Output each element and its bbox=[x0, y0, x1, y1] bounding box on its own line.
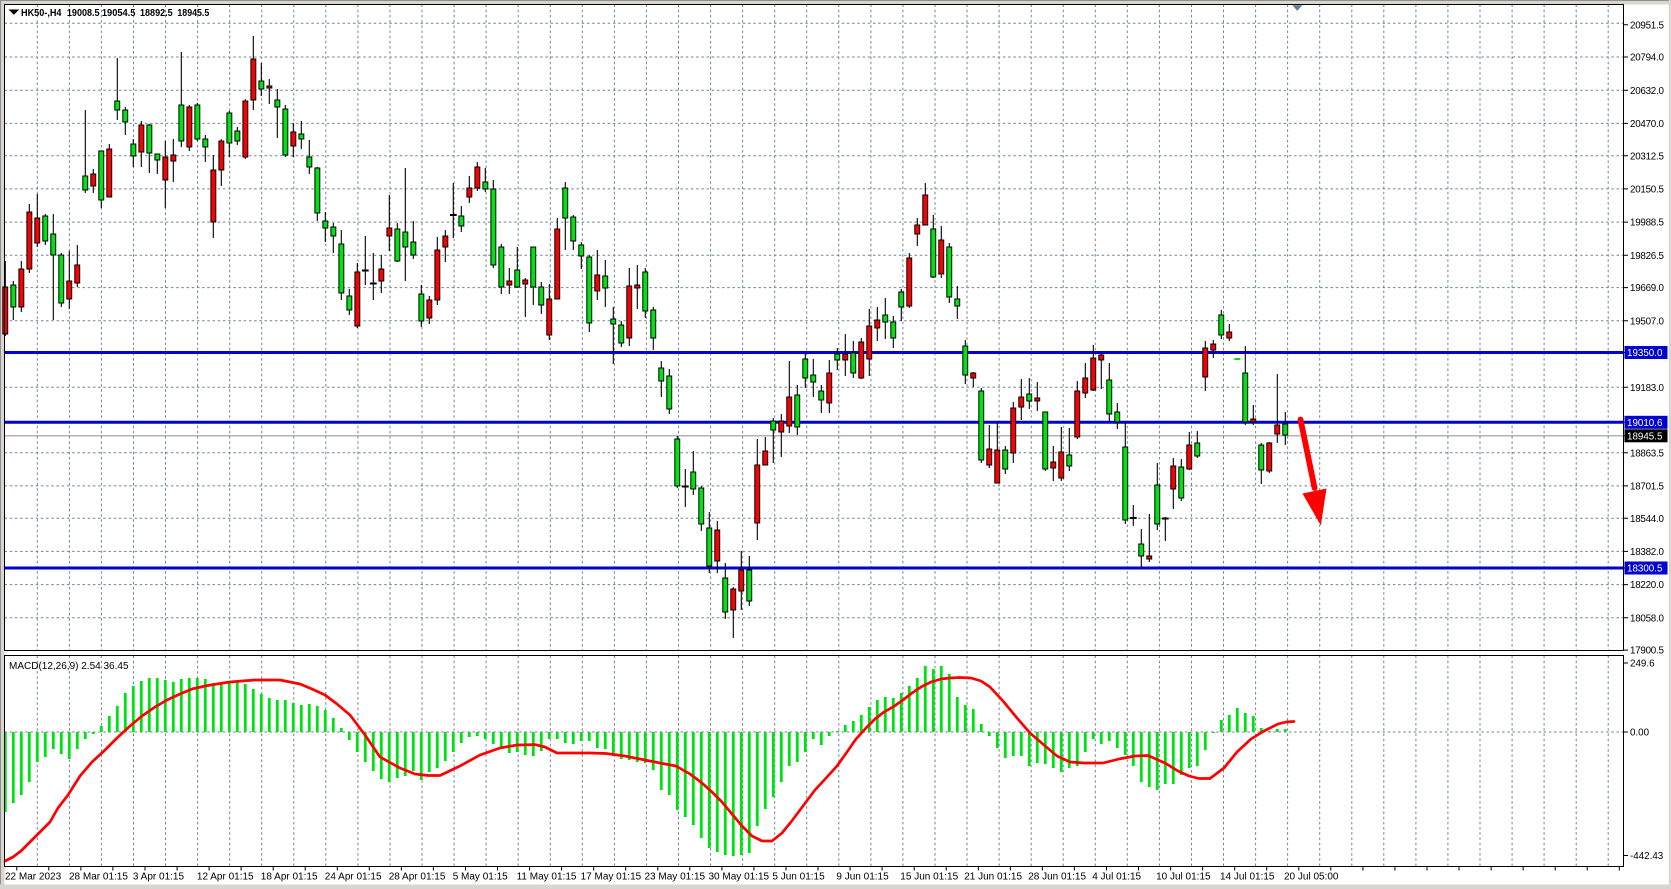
svg-text:20150.5: 20150.5 bbox=[1630, 185, 1664, 196]
svg-text:20632.0: 20632.0 bbox=[1630, 86, 1664, 97]
svg-text:19826.5: 19826.5 bbox=[1630, 251, 1664, 262]
svg-text:MACD(12,26,9) 2.54 36.45: MACD(12,26,9) 2.54 36.45 bbox=[9, 661, 129, 672]
svg-text:20312.5: 20312.5 bbox=[1630, 151, 1664, 162]
svg-text:19988.5: 19988.5 bbox=[1630, 218, 1664, 229]
svg-text:18892.5: 18892.5 bbox=[140, 7, 173, 19]
svg-text:5 Jun 01:15: 5 Jun 01:15 bbox=[772, 872, 825, 883]
svg-text:20 Jul 05:00: 20 Jul 05:00 bbox=[1284, 872, 1339, 883]
svg-text:19669.0: 19669.0 bbox=[1630, 283, 1664, 294]
svg-text:17900.5: 17900.5 bbox=[1630, 646, 1664, 657]
svg-text:18701.5: 18701.5 bbox=[1630, 482, 1664, 493]
svg-text:28 Mar 01:15: 28 Mar 01:15 bbox=[69, 872, 128, 883]
svg-text:18220.0: 18220.0 bbox=[1630, 580, 1664, 591]
svg-text:21 Jun 01:15: 21 Jun 01:15 bbox=[964, 872, 1022, 883]
svg-text:3 Apr 01:15: 3 Apr 01:15 bbox=[133, 872, 185, 883]
svg-text:28 Jun 01:15: 28 Jun 01:15 bbox=[1028, 872, 1086, 883]
svg-text:18945.5: 18945.5 bbox=[177, 7, 209, 19]
svg-text:18300.5: 18300.5 bbox=[1627, 564, 1663, 575]
svg-text:18058.0: 18058.0 bbox=[1630, 613, 1664, 624]
svg-text:9 Jun 01:15: 9 Jun 01:15 bbox=[836, 872, 889, 883]
svg-text:24 Apr 01:15: 24 Apr 01:15 bbox=[325, 872, 382, 883]
svg-text:18382.0: 18382.0 bbox=[1630, 547, 1664, 558]
svg-text:12 Apr 01:15: 12 Apr 01:15 bbox=[197, 872, 254, 883]
svg-text:10 Jul 01:15: 10 Jul 01:15 bbox=[1156, 872, 1211, 883]
svg-text:19008.5: 19008.5 bbox=[67, 7, 100, 19]
svg-text:19507.0: 19507.0 bbox=[1630, 316, 1664, 327]
svg-text:0.00: 0.00 bbox=[1630, 728, 1650, 739]
svg-text:4 Jul 01:15: 4 Jul 01:15 bbox=[1092, 872, 1141, 883]
svg-text:5 May 01:15: 5 May 01:15 bbox=[453, 872, 508, 883]
svg-text:20794.0: 20794.0 bbox=[1630, 53, 1664, 64]
svg-text:20470.0: 20470.0 bbox=[1630, 119, 1664, 130]
svg-text:17 May 01:15: 17 May 01:15 bbox=[581, 872, 642, 883]
svg-text:30 May 01:15: 30 May 01:15 bbox=[709, 872, 770, 883]
svg-text:19054.5: 19054.5 bbox=[102, 7, 136, 19]
svg-text:249.6: 249.6 bbox=[1630, 659, 1655, 670]
svg-text:18 Apr 01:15: 18 Apr 01:15 bbox=[261, 872, 318, 883]
svg-text:11 May 01:15: 11 May 01:15 bbox=[517, 872, 577, 883]
svg-text:18945.5: 18945.5 bbox=[1627, 431, 1663, 442]
svg-text:18544.0: 18544.0 bbox=[1630, 514, 1664, 525]
svg-text:-442.43: -442.43 bbox=[1630, 851, 1664, 862]
svg-text:22 Mar 2023: 22 Mar 2023 bbox=[5, 872, 62, 883]
svg-text:20951.5: 20951.5 bbox=[1630, 20, 1664, 31]
svg-text:18863.5: 18863.5 bbox=[1630, 448, 1664, 459]
svg-text:19350.0: 19350.0 bbox=[1627, 348, 1663, 359]
svg-text:19183.0: 19183.0 bbox=[1630, 383, 1664, 394]
svg-text:15 Jun 01:15: 15 Jun 01:15 bbox=[900, 872, 958, 883]
svg-text:23 May 01:15: 23 May 01:15 bbox=[645, 872, 706, 883]
svg-text:14 Jul 01:15: 14 Jul 01:15 bbox=[1220, 872, 1275, 883]
svg-text:HK50-,H4: HK50-,H4 bbox=[21, 7, 62, 19]
svg-text:19010.6: 19010.6 bbox=[1627, 418, 1663, 429]
svg-text:28 Apr 01:15: 28 Apr 01:15 bbox=[389, 872, 446, 883]
